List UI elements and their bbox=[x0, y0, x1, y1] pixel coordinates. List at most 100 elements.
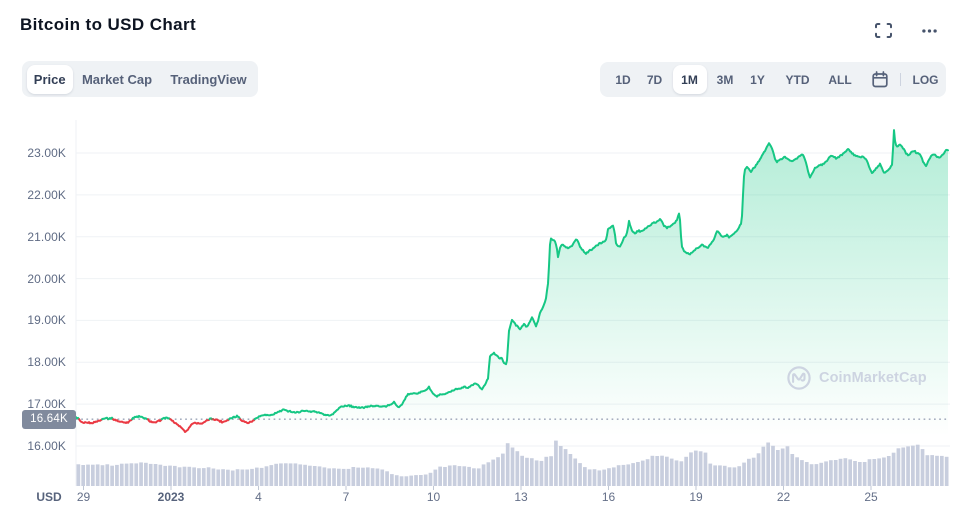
volume-bar bbox=[819, 462, 824, 486]
volume-bar bbox=[346, 468, 351, 486]
volume-bar bbox=[192, 467, 196, 486]
volume-bar bbox=[689, 452, 693, 486]
y-tick-17k: 17.00K bbox=[27, 397, 66, 412]
volume-bar bbox=[182, 466, 187, 486]
volume-bar bbox=[915, 444, 920, 486]
volume-bar bbox=[607, 468, 611, 486]
calendar-button[interactable] bbox=[872, 62, 888, 97]
price-line-up bbox=[228, 414, 242, 421]
chart-type-switcher: Price Market Cap TradingView bbox=[22, 61, 258, 97]
volume-bar bbox=[351, 467, 356, 486]
volume-bar bbox=[679, 461, 684, 486]
volume-bar bbox=[592, 469, 597, 486]
tab-market-cap[interactable]: Market Cap bbox=[81, 71, 153, 87]
volume-bar bbox=[785, 446, 790, 486]
range-1d[interactable]: 1D bbox=[615, 72, 631, 87]
volume-bar bbox=[568, 454, 573, 486]
tab-price[interactable]: Price bbox=[33, 71, 66, 87]
volume-bar bbox=[496, 457, 500, 486]
range-all[interactable]: ALL bbox=[828, 72, 852, 87]
volume-bar bbox=[486, 462, 491, 486]
calendar-icon bbox=[872, 71, 888, 88]
range-ytd[interactable]: YTD bbox=[785, 72, 810, 87]
volume-bar bbox=[525, 457, 529, 486]
price-line-down bbox=[78, 418, 104, 425]
volume-bar bbox=[872, 459, 877, 486]
volume-bar bbox=[669, 458, 674, 486]
volume-bar bbox=[655, 456, 660, 486]
price-line-down bbox=[112, 418, 134, 424]
price-line-down bbox=[212, 418, 231, 424]
volume-bar bbox=[515, 451, 520, 486]
volume-bar bbox=[640, 460, 645, 486]
x-tick-jan10: 10 bbox=[426, 490, 441, 504]
volume-bar bbox=[901, 447, 906, 486]
price-line-up bbox=[160, 416, 172, 421]
volume-bar bbox=[631, 463, 635, 486]
volume-bar bbox=[727, 467, 732, 486]
range-7d[interactable]: 7D bbox=[646, 72, 663, 87]
volume-bar bbox=[269, 465, 274, 486]
volume-bar bbox=[414, 475, 418, 486]
volume-bar bbox=[660, 455, 664, 486]
volume-bar bbox=[751, 457, 756, 486]
volume-bar bbox=[139, 462, 143, 486]
volume-bar bbox=[158, 464, 163, 486]
x-tick-jan22: 22 bbox=[776, 490, 791, 504]
volume-bar bbox=[650, 455, 655, 486]
volume-bar bbox=[939, 455, 944, 486]
x-tick-jan7: 7 bbox=[342, 490, 350, 504]
volume-bar bbox=[385, 471, 389, 486]
log-scale-toggle[interactable]: LOG bbox=[912, 72, 939, 87]
volume-bar bbox=[216, 469, 221, 486]
volume-bar bbox=[90, 464, 95, 486]
volume-bar bbox=[804, 462, 809, 486]
volume-bar bbox=[230, 470, 235, 486]
tab-tradingview[interactable]: TradingView bbox=[170, 71, 247, 87]
volume-bar bbox=[756, 453, 761, 486]
volume-bar bbox=[312, 466, 317, 486]
volume-bar bbox=[423, 474, 428, 486]
volume-bar bbox=[833, 460, 838, 486]
more-options-icon[interactable] bbox=[922, 28, 937, 34]
y-tick-21k: 21.00K bbox=[27, 229, 66, 244]
price-line-up bbox=[101, 416, 109, 421]
volume-bar bbox=[336, 468, 341, 486]
volume-bar bbox=[438, 466, 442, 486]
volume-bar bbox=[476, 468, 481, 486]
range-3m[interactable]: 3M bbox=[716, 72, 734, 87]
volume-bar bbox=[288, 463, 293, 486]
volume-bar bbox=[891, 452, 896, 486]
time-range-switcher: 1D 7D 1M 3M 1Y YTD ALL LOG bbox=[600, 62, 946, 97]
volume-bar bbox=[583, 467, 587, 486]
volume-bar bbox=[862, 462, 867, 486]
volume-bar bbox=[375, 468, 380, 486]
volume-bar bbox=[911, 445, 915, 486]
volume-bar bbox=[129, 463, 134, 486]
volume-bar bbox=[409, 475, 414, 486]
range-1y[interactable]: 1Y bbox=[750, 72, 765, 87]
volume-bar bbox=[742, 462, 746, 486]
volume-bar bbox=[737, 466, 742, 486]
range-1m[interactable]: 1M bbox=[681, 72, 698, 87]
volume-bar bbox=[761, 446, 766, 486]
volume-bar bbox=[814, 464, 819, 486]
volume-bar bbox=[100, 465, 105, 486]
volume-bar bbox=[283, 463, 288, 486]
volume-bar bbox=[684, 456, 689, 486]
volume-bar bbox=[259, 467, 264, 486]
volume-bar bbox=[303, 464, 307, 486]
volume-bar bbox=[168, 465, 172, 486]
volume-bar bbox=[187, 466, 192, 486]
volume-bar bbox=[356, 467, 360, 486]
fullscreen-icon[interactable] bbox=[875, 23, 892, 38]
volume-bar bbox=[790, 454, 795, 486]
volume-bar bbox=[105, 464, 110, 486]
volume-bar bbox=[809, 464, 814, 486]
volume-bar bbox=[698, 451, 703, 486]
volume-bar bbox=[481, 464, 486, 486]
volume-bar bbox=[597, 470, 602, 486]
volume-bar bbox=[390, 474, 394, 486]
volume-bar bbox=[906, 446, 910, 486]
